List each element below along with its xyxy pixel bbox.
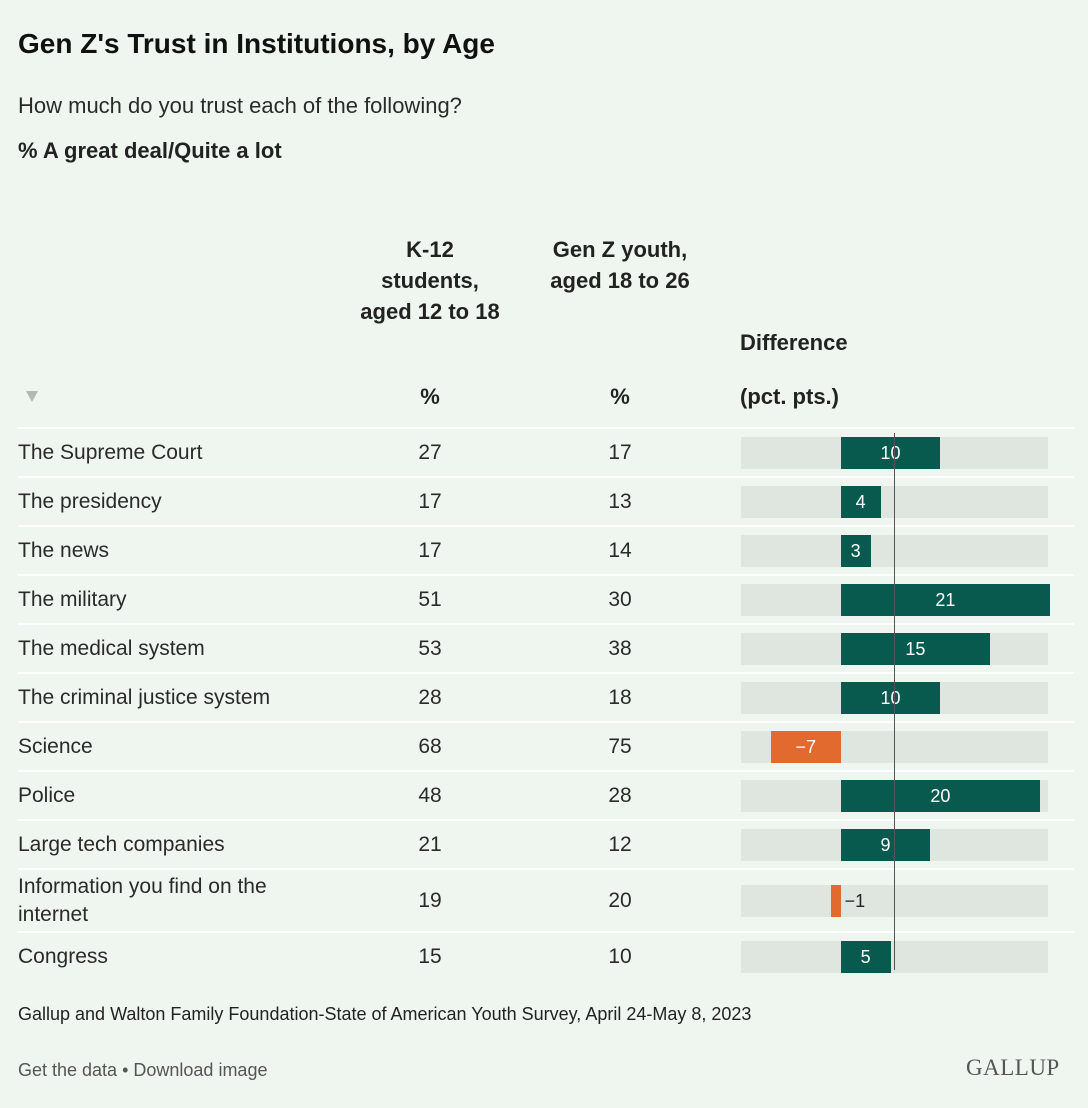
difference-value-label: −7 — [795, 736, 817, 757]
difference-bar — [840, 828, 931, 861]
difference-value-label: 20 — [930, 785, 951, 806]
k12-value: 53 — [418, 636, 442, 660]
genz-value: 10 — [608, 944, 632, 968]
table-row: Police 48 28 20 — [18, 770, 1074, 819]
sort-triangle-icon[interactable] — [26, 391, 38, 402]
gallup-logo: GALLUP — [966, 1055, 1060, 1080]
genz-value: 12 — [608, 832, 632, 856]
source-note: Gallup and Walton Family Foundation-Stat… — [18, 1004, 752, 1024]
difference-column-header[interactable]: Difference — [740, 330, 848, 355]
difference-bar — [840, 681, 941, 714]
measure-label: % A great deal/Quite a lot — [18, 138, 282, 163]
table-row: The presidency 17 13 4 — [18, 476, 1074, 525]
row-label: Congress — [18, 944, 108, 968]
row-label: The presidency — [18, 489, 162, 513]
table-row: Science 68 75 −7 — [18, 721, 1074, 770]
genz-unit-label: % — [610, 384, 630, 409]
difference-value-label: 9 — [880, 834, 891, 855]
genz-value: 14 — [608, 538, 632, 562]
k12-value: 48 — [418, 783, 442, 807]
k12-value: 17 — [418, 489, 442, 513]
genz-value: 28 — [608, 783, 632, 807]
genz-column-header[interactable]: Gen Z youth, aged 18 to 26 — [550, 237, 690, 293]
k12-value: 51 — [418, 587, 442, 611]
difference-bar — [840, 583, 1050, 616]
table-row: Large tech companies 21 12 9 — [18, 819, 1074, 868]
k12-value: 21 — [418, 832, 442, 856]
k12-column-header[interactable]: K-12 students, aged 12 to 18 — [360, 237, 500, 324]
genz-value: 18 — [608, 685, 632, 709]
row-label: The news — [18, 538, 110, 562]
row-label: Science — [18, 734, 93, 758]
difference-bar — [770, 730, 841, 763]
k12-value: 28 — [418, 685, 442, 709]
difference-bar — [840, 436, 941, 469]
difference-value-label: −1 — [844, 890, 866, 911]
footer-links: Get the data • Download image — [18, 1060, 267, 1081]
difference-bar — [840, 940, 891, 973]
get-data-link[interactable]: Get the data — [18, 1060, 118, 1080]
k12-value: 15 — [418, 944, 442, 968]
k12-value: 68 — [418, 734, 442, 758]
difference-value-label: 15 — [905, 638, 926, 659]
chart-subtitle: How much do you trust each of the follow… — [18, 93, 462, 118]
genz-value: 13 — [608, 489, 632, 513]
table-row: The criminal justice system 28 18 10 — [18, 672, 1074, 721]
difference-bar — [830, 884, 841, 917]
footer-separator: • — [117, 1060, 134, 1080]
k12-unit-label: % — [420, 384, 440, 409]
row-label: The medical system — [18, 636, 205, 660]
difference-value-label: 3 — [850, 540, 861, 561]
difference-value-label: 21 — [935, 589, 956, 610]
data-table: The Supreme Court 27 17 10 The presidency 17 1… — [18, 427, 1074, 980]
row-label: Large tech companies — [18, 832, 225, 856]
difference-value-label: 5 — [860, 946, 871, 967]
k12-value: 19 — [418, 888, 442, 912]
difference-value-label: 10 — [880, 442, 901, 463]
difference-bar — [840, 534, 871, 567]
genz-value: 30 — [608, 587, 632, 611]
download-image-link[interactable]: Download image — [133, 1060, 268, 1080]
difference-value-label: 10 — [880, 687, 901, 708]
genz-value: 38 — [608, 636, 632, 660]
chart-title: Gen Z's Trust in Institutions, by Age — [18, 28, 495, 59]
table-row: The military 51 30 21 — [18, 574, 1074, 623]
row-label: The Supreme Court — [18, 440, 203, 464]
difference-unit-label: (pct. pts.) — [740, 384, 839, 409]
table-row: Congress 15 10 5 — [18, 931, 1074, 980]
genz-value: 20 — [608, 888, 632, 912]
genz-value: 17 — [608, 440, 632, 464]
genz-value: 75 — [608, 734, 632, 758]
row-label: The military — [18, 587, 127, 611]
k12-value: 17 — [418, 538, 442, 562]
table-row: The Supreme Court 27 17 10 — [18, 427, 1074, 476]
difference-bar — [840, 779, 1041, 812]
table-row: The news 17 14 3 — [18, 525, 1074, 574]
difference-bar — [840, 632, 991, 665]
zero-line — [894, 433, 895, 970]
table-row: The medical system 53 38 15 — [18, 623, 1074, 672]
row-label: Information you find on the internet — [18, 874, 267, 926]
difference-bar — [840, 485, 881, 518]
table-row: Information you find on the internet 19 20… — [18, 868, 1074, 931]
k12-value: 27 — [418, 440, 442, 464]
difference-value-label: 4 — [855, 491, 866, 512]
row-label: Police — [18, 783, 76, 807]
row-label: The criminal justice system — [18, 685, 271, 709]
